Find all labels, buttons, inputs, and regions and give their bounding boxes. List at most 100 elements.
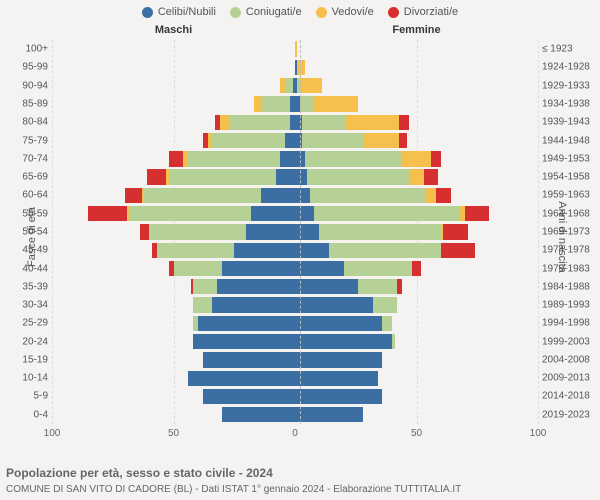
seg-celibi xyxy=(217,279,295,294)
seg-coniugati xyxy=(302,115,346,130)
year-label: 1949-1953 xyxy=(542,153,596,164)
male-half xyxy=(52,77,295,95)
bar xyxy=(52,60,295,75)
seg-vedovi xyxy=(295,41,297,56)
chart-footer: Popolazione per età, sesso e stato civil… xyxy=(6,466,594,496)
age-label: 100+ xyxy=(6,44,48,55)
male-half xyxy=(52,223,295,241)
seg-coniugati xyxy=(193,279,217,294)
pyramid-row: 75-791944-1948 xyxy=(52,131,538,149)
pyramid-row: 20-241999-2003 xyxy=(52,333,538,351)
bar xyxy=(295,279,538,294)
male-half xyxy=(52,150,295,168)
year-label: 1994-1998 xyxy=(542,318,596,329)
age-label: 55-59 xyxy=(6,208,48,219)
seg-celibi xyxy=(246,224,295,239)
bar xyxy=(52,206,295,221)
male-half xyxy=(52,369,295,387)
male-half xyxy=(52,186,295,204)
pyramid-row: 15-192004-2008 xyxy=(52,351,538,369)
legend-dot xyxy=(388,7,399,18)
legend-item: Vedovi/e xyxy=(316,6,374,18)
female-half xyxy=(295,333,538,351)
seg-coniugati xyxy=(392,334,394,349)
bar xyxy=(52,371,295,386)
female-half xyxy=(295,296,538,314)
seg-celibi xyxy=(295,371,378,386)
female-header: Femmine xyxy=(295,24,538,36)
seg-celibi xyxy=(295,224,319,239)
pyramid-row: 65-691954-1958 xyxy=(52,168,538,186)
age-label: 60-64 xyxy=(6,190,48,201)
male-half xyxy=(52,278,295,296)
seg-vedovi xyxy=(346,115,399,130)
female-half xyxy=(295,186,538,204)
pyramid-rows: 100+≤ 192395-991924-192890-941929-193385… xyxy=(52,40,538,424)
female-half xyxy=(295,131,538,149)
seg-celibi xyxy=(295,389,382,404)
year-label: 1929-1933 xyxy=(542,80,596,91)
seg-coniugati xyxy=(144,188,261,203)
seg-divorziati xyxy=(399,115,409,130)
seg-coniugati xyxy=(261,96,290,111)
seg-vedovi xyxy=(426,188,436,203)
seg-celibi xyxy=(203,389,295,404)
legend-dot xyxy=(142,7,153,18)
pyramid-row: 70-741949-1953 xyxy=(52,150,538,168)
male-half xyxy=(52,296,295,314)
year-label: 1999-2003 xyxy=(542,336,596,347)
seg-celibi xyxy=(295,115,302,130)
year-label: 1944-1948 xyxy=(542,135,596,146)
pyramid-row: 85-891934-1938 xyxy=(52,95,538,113)
seg-divorziati xyxy=(125,188,142,203)
seg-celibi xyxy=(295,188,310,203)
seg-celibi xyxy=(203,352,295,367)
seg-celibi xyxy=(212,297,295,312)
pyramid-row: 5-92014-2018 xyxy=(52,387,538,405)
chart-title: Popolazione per età, sesso e stato civil… xyxy=(6,466,594,482)
pyramid-row: 45-491974-1978 xyxy=(52,241,538,259)
seg-celibi xyxy=(276,169,295,184)
male-half xyxy=(52,333,295,351)
seg-vedovi xyxy=(409,169,424,184)
bar xyxy=(52,334,295,349)
seg-coniugati xyxy=(229,115,290,130)
pyramid-row: 50-541969-1973 xyxy=(52,223,538,241)
seg-coniugati xyxy=(302,133,363,148)
seg-coniugati xyxy=(174,261,223,276)
seg-celibi xyxy=(222,407,295,422)
bar xyxy=(295,243,538,258)
age-label: 95-99 xyxy=(6,62,48,73)
year-label: ≤ 1923 xyxy=(542,44,596,55)
pyramid-row: 30-341989-1993 xyxy=(52,296,538,314)
pyramid-row: 40-441979-1983 xyxy=(52,259,538,277)
seg-celibi xyxy=(295,133,302,148)
seg-celibi xyxy=(295,352,382,367)
seg-vedovi xyxy=(314,96,358,111)
bar xyxy=(295,224,538,239)
female-half xyxy=(295,241,538,259)
female-half xyxy=(295,113,538,131)
seg-coniugati xyxy=(329,243,441,258)
male-header: Maschi xyxy=(52,24,295,36)
male-half xyxy=(52,58,295,76)
age-label: 20-24 xyxy=(6,336,48,347)
seg-coniugati xyxy=(344,261,412,276)
bar xyxy=(295,316,538,331)
seg-coniugati xyxy=(382,316,392,331)
seg-vedovi xyxy=(402,151,431,166)
age-label: 40-44 xyxy=(6,263,48,274)
pyramid-row: 100+≤ 1923 xyxy=(52,40,538,58)
bar xyxy=(52,169,295,184)
seg-divorziati xyxy=(88,206,127,221)
bar xyxy=(52,224,295,239)
male-half xyxy=(52,241,295,259)
pyramid-row: 35-391984-1988 xyxy=(52,278,538,296)
seg-coniugati xyxy=(310,188,427,203)
female-half xyxy=(295,314,538,332)
legend-dot xyxy=(316,7,327,18)
seg-coniugati xyxy=(188,151,280,166)
female-half xyxy=(295,223,538,241)
bar xyxy=(295,371,538,386)
bar xyxy=(295,169,538,184)
